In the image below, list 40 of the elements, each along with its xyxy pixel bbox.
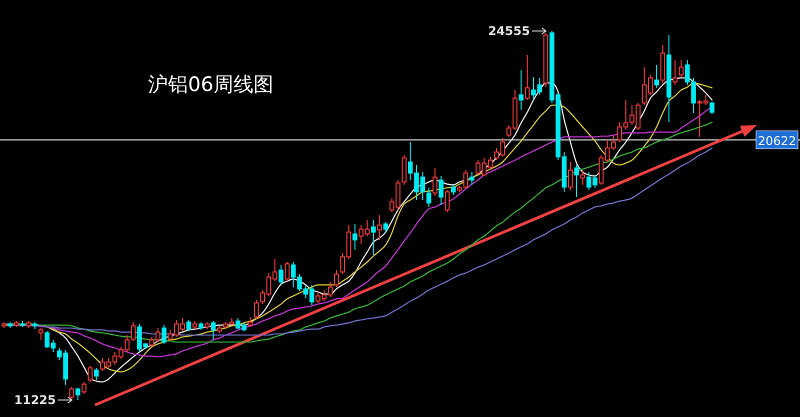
candlestick [463,170,468,190]
candlestick [248,316,253,328]
candlestick [82,381,86,395]
candlestick [383,222,388,234]
candlestick [524,54,530,101]
candlestick [88,366,93,382]
candlestick [518,70,524,110]
candlestick [162,324,166,344]
candlestick [672,60,678,86]
candlestick [402,154,407,186]
candlestick [710,101,714,115]
candlestick [426,187,432,208]
candlestick [69,386,74,400]
text: 20622 [758,134,796,148]
candlestick [75,387,80,400]
candlestick [574,164,579,198]
candlestick [254,300,259,320]
candlestick [654,64,659,88]
candlestick [94,367,99,381]
candlestick [451,184,456,196]
candlestick [278,264,284,285]
candlestick [186,319,192,332]
candlestick [568,161,573,191]
candlestick [284,261,290,282]
candlestick [130,322,136,342]
annotation: 11225 [14,393,56,407]
candlestick [432,167,438,196]
annotation: 24555 [488,24,530,38]
candlestick [352,223,358,250]
candlestick [678,60,684,78]
candlestick [370,219,376,256]
candlestick [38,328,44,340]
candlestick [210,320,216,340]
candlestick [438,176,444,206]
candlestick [444,190,450,213]
candlestick [377,214,382,240]
text: 沪铝06周线图 [148,72,274,96]
candlestick [580,170,586,186]
candlestick [334,270,339,288]
candlestick [469,171,474,186]
